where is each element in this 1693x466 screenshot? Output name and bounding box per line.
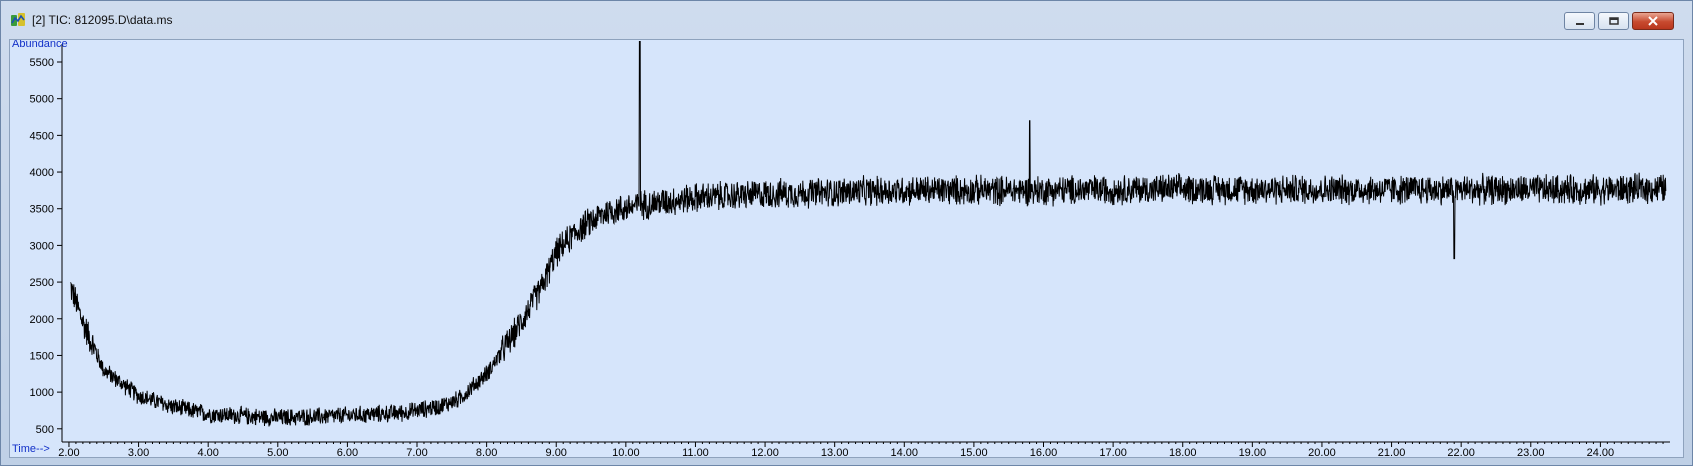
window-controls — [1564, 12, 1674, 30]
tic-chart: 500 1000 1500 2000 2500 3000 3500 4000 4500 5000 5… — [12, 40, 1670, 457]
y-tick-label: 4000 — [30, 167, 54, 179]
x-tick-label: 15.00 — [960, 447, 988, 457]
y-tick-label: 2000 — [30, 314, 54, 326]
x-tick-label: 13.00 — [821, 447, 849, 457]
minimize-button[interactable] — [1564, 12, 1595, 30]
close-icon — [1648, 16, 1658, 26]
tic-trace — [70, 41, 1667, 427]
x-tick-label: 7.00 — [406, 447, 427, 457]
x-axis-label: Time--> — [12, 443, 50, 455]
plot-area[interactable]: 500 1000 1500 2000 2500 3000 3500 4000 4500 5000 5… — [9, 39, 1684, 458]
x-tick-label: 10.00 — [612, 447, 640, 457]
x-tick-label: 19.00 — [1239, 447, 1267, 457]
close-button[interactable] — [1632, 12, 1674, 30]
window-title: [2] TIC: 812095.D\data.ms — [32, 13, 173, 27]
y-tick-label: 1500 — [30, 350, 54, 362]
y-tick-label: 1000 — [30, 387, 54, 399]
x-tick-label: 2.00 — [58, 447, 79, 457]
x-tick-label: 14.00 — [891, 447, 919, 457]
x-tick-label: 8.00 — [476, 447, 497, 457]
x-tick-label: 23.00 — [1517, 447, 1545, 457]
y-tick-label: 4500 — [30, 130, 54, 142]
app-icon — [10, 12, 26, 28]
x-tick-label: 4.00 — [197, 447, 218, 457]
minimize-icon — [1575, 23, 1584, 25]
x-tick-label: 18.00 — [1169, 447, 1197, 457]
x-tick-label: 5.00 — [267, 447, 288, 457]
y-tick-label: 500 — [36, 424, 54, 436]
x-tick-label: 22.00 — [1447, 447, 1475, 457]
x-tick-label: 20.00 — [1308, 447, 1336, 457]
x-tick-label: 6.00 — [337, 447, 358, 457]
x-tick-label: 24.00 — [1587, 447, 1615, 457]
x-tick-label: 21.00 — [1378, 447, 1406, 457]
y-tick-label: 5500 — [30, 57, 54, 69]
ticks: 500 1000 1500 2000 2500 3000 3500 4000 4500 5000 5… — [30, 57, 1664, 457]
x-tick-label: 11.00 — [682, 447, 709, 457]
y-tick-label: 2500 — [30, 277, 54, 289]
x-tick-label: 16.00 — [1030, 447, 1058, 457]
axes — [61, 44, 1670, 443]
x-tick-label: 17.00 — [1099, 447, 1127, 457]
title-bar[interactable]: [2] TIC: 812095.D\data.ms — [1, 1, 1692, 39]
x-tick-label: 12.00 — [751, 447, 779, 457]
x-tick-label: 9.00 — [546, 447, 567, 457]
x-tick-label: 3.00 — [128, 447, 149, 457]
y-tick-label: 3500 — [30, 204, 54, 216]
restore-button[interactable] — [1598, 12, 1629, 30]
y-tick-label: 3000 — [30, 240, 54, 252]
restore-icon — [1608, 17, 1619, 25]
y-axis-label: Abundance — [12, 40, 68, 50]
y-tick-label: 5000 — [30, 94, 54, 106]
